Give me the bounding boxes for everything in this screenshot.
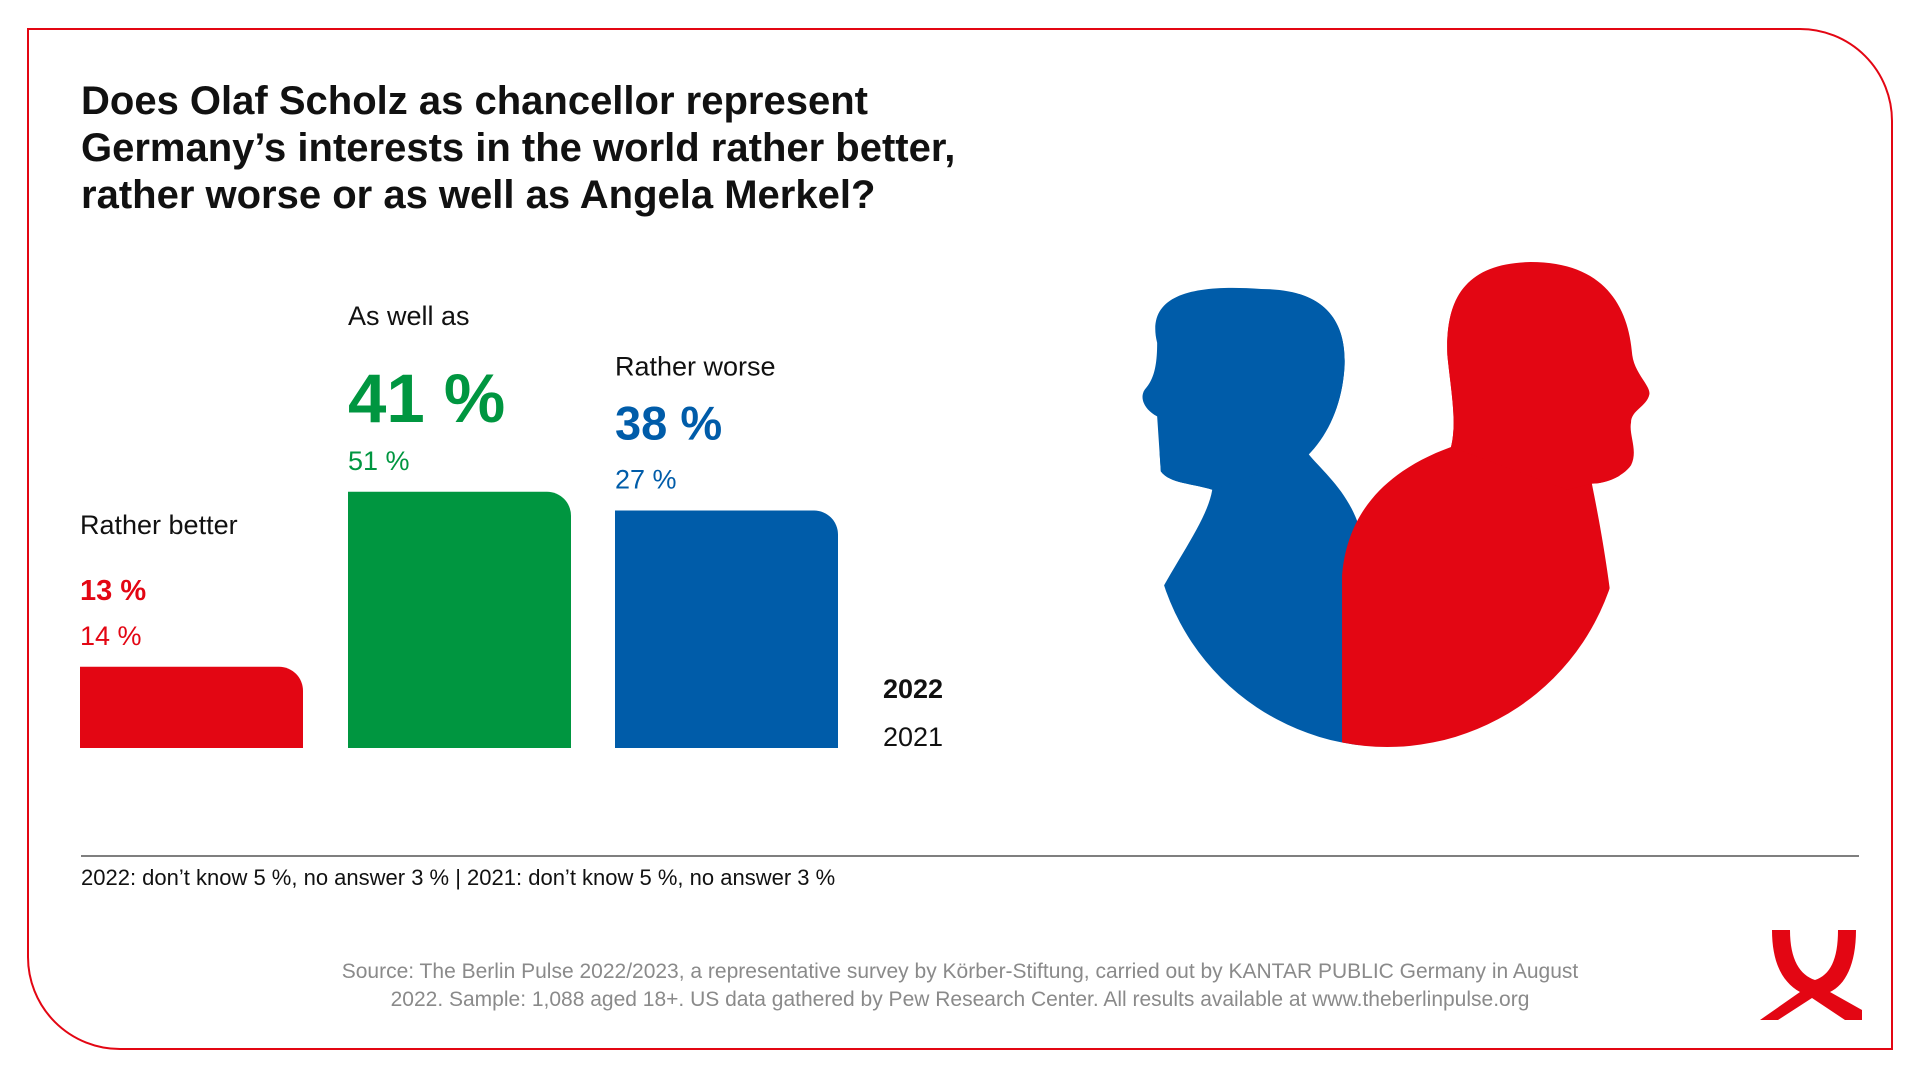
value-label-2021: 27 % [615, 465, 677, 495]
footnote: 2022: don’t know 5 %, no answer 3 % | 20… [81, 865, 835, 890]
bar [80, 666, 303, 748]
value-label-2022: 38 % [615, 397, 722, 450]
category-label: Rather worse [615, 352, 776, 382]
bar [348, 491, 571, 748]
bar [615, 510, 838, 748]
chart-title: Does Olaf Scholz as chancellor represent [81, 79, 868, 123]
value-label-2021: 14 % [80, 621, 142, 651]
scholz-head [1447, 262, 1650, 490]
chart-title: rather worse or as well as Angela Merkel… [81, 173, 875, 217]
legend-label: 2022 [883, 674, 943, 704]
frame [27, 28, 1893, 1050]
value-label-2021: 51 % [348, 446, 410, 476]
value-label-2022: 41 % [348, 360, 505, 437]
chart-title: Germany’s interests in the world rather … [81, 126, 955, 170]
source-line: Source: The Berlin Pulse 2022/2023, a re… [342, 960, 1579, 983]
source-line: 2022. Sample: 1,088 aged 18+. US data ga… [391, 988, 1530, 1011]
category-label: Rather better [80, 510, 238, 540]
logo [1760, 930, 1862, 1020]
category-label: As well as [348, 301, 470, 331]
merkel-head [1142, 287, 1345, 490]
value-label-2022: 13 % [80, 575, 146, 607]
legend-label: 2021 [883, 722, 943, 752]
